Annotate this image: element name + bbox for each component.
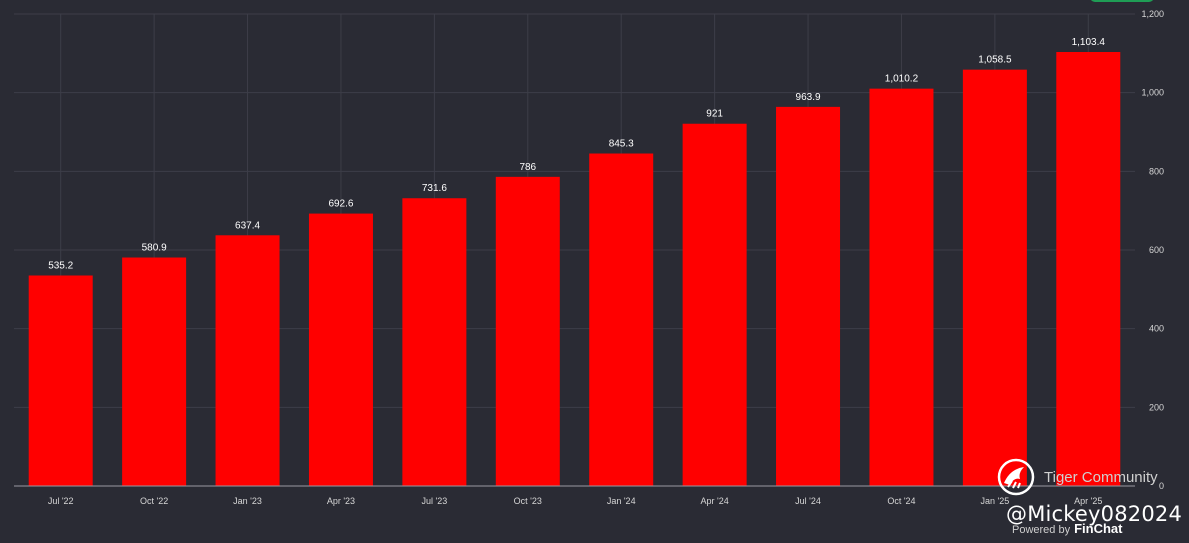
watermark: Tiger Community @Mickey082024 Powered by…	[996, 455, 1182, 540]
bar[interactable]	[308, 213, 373, 486]
bar[interactable]	[589, 153, 654, 487]
bar-value-label: 963.9	[796, 92, 821, 103]
bar[interactable]	[402, 198, 467, 486]
x-tick-label: Apr '23	[327, 496, 355, 506]
y-tick-label: 1,000	[1141, 88, 1164, 98]
y-tick-label: 800	[1149, 166, 1164, 176]
powered-by-label: Powered by	[1012, 524, 1071, 536]
x-axis-ticks: Jul '22 Oct '22 Jan '23 Apr '23 Jul '23 Oct '…	[48, 496, 1103, 506]
user-handle: @Mickey082024	[1006, 502, 1183, 526]
y-tick-label: 0	[1159, 481, 1164, 491]
x-tick-label: Jan '23	[233, 496, 262, 506]
x-tick-label: Jul '22	[48, 496, 74, 506]
bar-value-label: 1,058.5	[978, 55, 1012, 66]
bar[interactable]	[869, 88, 934, 486]
bar-value-label: 731.6	[422, 183, 447, 194]
bar-value-label: 580.9	[142, 243, 167, 254]
bar-value-label: 845.3	[609, 139, 634, 150]
x-tick-label: Apr '25	[1074, 496, 1102, 506]
bar-value-label: 1,103.4	[1072, 37, 1106, 48]
x-tick-label: Jan '24	[607, 496, 636, 506]
bar[interactable]	[495, 176, 560, 486]
bar[interactable]	[682, 123, 747, 487]
bar[interactable]	[962, 69, 1027, 486]
bar[interactable]	[776, 106, 841, 486]
y-tick-label: 400	[1149, 324, 1164, 334]
y-tick-label: 1,200	[1141, 9, 1164, 19]
finchat-brand: FinChat	[1074, 521, 1123, 536]
powered-by: Powered by FinChat	[1012, 521, 1122, 536]
top-tab-indicator	[1090, 0, 1154, 2]
bar-value-label: 637.4	[235, 220, 260, 231]
bar[interactable]	[122, 257, 187, 486]
bar-value-label: 786	[519, 162, 536, 173]
bar-value-label: 921	[706, 109, 723, 120]
x-tick-label: Jan '25	[981, 496, 1010, 506]
x-tick-label: Jul '23	[422, 496, 448, 506]
y-tick-label: 600	[1149, 245, 1164, 255]
x-tick-label: Apr '24	[701, 496, 729, 506]
x-tick-label: Oct '24	[887, 496, 915, 506]
x-tick-label: Jul '24	[795, 496, 821, 506]
x-tick-label: Oct '23	[514, 496, 542, 506]
bar-value-label: 692.6	[328, 199, 353, 210]
bar[interactable]	[1056, 51, 1121, 486]
y-tick-label: 200	[1149, 402, 1164, 412]
x-tick-label: Oct '22	[140, 496, 168, 506]
bar-value-label: 1,010.2	[885, 74, 919, 85]
bar-value-label: 535.2	[48, 260, 73, 271]
bars	[28, 51, 1121, 487]
y-axis-ticks: 0 200 400 600 800 1,000 1,200	[1141, 9, 1164, 491]
tiger-community-text: Tiger Community	[1044, 469, 1158, 486]
tiger-logo-icon	[997, 458, 1035, 496]
bar[interactable]	[28, 275, 93, 486]
bar[interactable]	[215, 235, 280, 486]
value-labels: 535.2 580.9 637.4 692.6 731.6 786 845.3 921 963.…	[48, 37, 1105, 271]
